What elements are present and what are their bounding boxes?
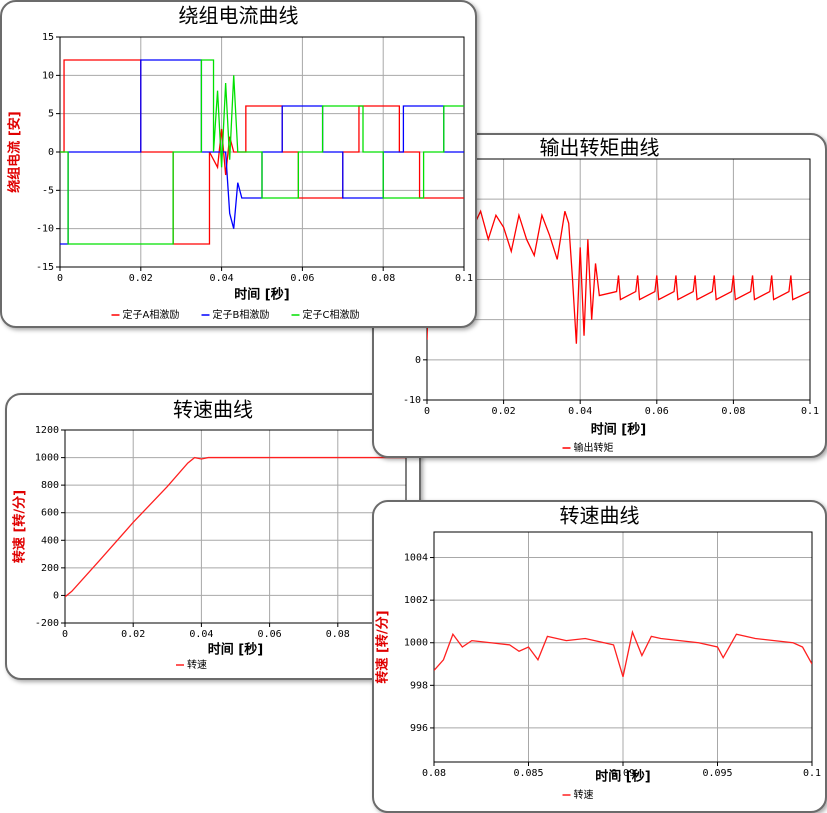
y-tick-label: 1002 — [404, 595, 428, 606]
y-tick-label: -10 — [403, 395, 421, 406]
x-tick-label: 0.08 — [422, 768, 446, 779]
y-axis-label: 转速 [转/分] — [12, 490, 28, 563]
x-axis-label: 时间 [秒] — [595, 769, 650, 785]
y-tick-label: 0 — [48, 147, 54, 158]
x-tick-label: 0.1 — [803, 768, 821, 779]
x-tick-label: 0.04 — [189, 629, 213, 640]
chart-panel: 转速曲线 -200 0 200 400 600 800 1000 1200 0 0.02 0.04 0.… — [5, 393, 421, 680]
x-axis-label: 时间 [秒] — [591, 422, 646, 438]
x-tick-label: 0 — [62, 629, 68, 640]
y-tick-label: -5 — [42, 185, 54, 196]
x-tick-label: 0.095 — [702, 768, 732, 779]
x-tick-label: 0.08 — [326, 629, 350, 640]
data-line — [427, 198, 810, 344]
y-tick-label: 15 — [42, 32, 54, 43]
y-tick-label: 0 — [53, 590, 59, 601]
y-tick-label: 1000 — [404, 638, 428, 649]
y-tick-label: 996 — [410, 723, 428, 734]
y-tick-label: 1004 — [404, 553, 428, 564]
x-axis-label: 时间 [秒] — [208, 642, 263, 658]
chart: 绕组电流曲线 -15 -10 -5 0 5 10 15 0 0.02 0.04 0.06 0.08 0.1… — [7, 4, 474, 322]
x-tick-label: 0.02 — [121, 629, 145, 640]
legend-label: 定子B相激励 — [213, 308, 270, 321]
x-tick-label: 0.04 — [210, 273, 234, 284]
legend-label: 转速 — [187, 658, 207, 671]
y-tick-label: 800 — [41, 480, 59, 491]
y-tick-label: 200 — [41, 563, 59, 574]
plot-frame — [64, 429, 407, 624]
x-axis-label: 时间 [秒] — [234, 287, 289, 303]
y-tick-label: -15 — [36, 262, 54, 273]
x-tick-label: 0.02 — [129, 273, 153, 284]
y-tick-label: 1000 — [35, 453, 59, 464]
y-tick-label: 1200 — [35, 425, 59, 436]
chart-panel: 绕组电流曲线 -15 -10 -5 0 5 10 15 0 0.02 0.04 0.06 0.08 0.1… — [0, 0, 477, 328]
legend-label: 定子C相激励 — [303, 308, 360, 321]
y-tick-label: 5 — [48, 109, 54, 120]
chart: 转速曲线 996 998 1000 1002 1004 0.08 0.085 0.09 0.095… — [375, 504, 822, 802]
chart-title: 绕组电流曲线 — [179, 4, 299, 28]
chart-title: 转速曲线 — [560, 504, 640, 528]
x-tick-label: 0.08 — [371, 273, 395, 284]
x-tick-label: 0.06 — [258, 629, 282, 640]
x-tick-label: 0.08 — [721, 406, 745, 417]
chart-title: 转速曲线 — [173, 398, 253, 422]
x-tick-label: 0.06 — [290, 273, 314, 284]
legend-label: 转速 — [574, 788, 594, 801]
y-axis-label: 绕组电流 [安] — [7, 111, 23, 192]
y-tick-label: 0 — [415, 355, 421, 366]
x-tick-label: 0.04 — [568, 406, 592, 417]
y-tick-label: -200 — [35, 618, 59, 629]
data-line — [434, 629, 812, 677]
data-line — [65, 456, 406, 598]
y-tick-label: -10 — [36, 224, 54, 235]
legend-label: 输出转矩 — [574, 441, 614, 454]
x-tick-label: 0.09 — [611, 768, 635, 779]
x-tick-label: 0 — [57, 273, 63, 284]
x-tick-label: 0.085 — [513, 768, 543, 779]
x-tick-label: 0.1 — [801, 406, 819, 417]
chart-title: 输出转矩曲线 — [540, 136, 660, 160]
plot-frame — [433, 531, 813, 763]
y-tick-label: 10 — [42, 70, 54, 81]
x-tick-label: 0.02 — [492, 406, 516, 417]
y-tick-label: 998 — [410, 680, 428, 691]
y-tick-label: 600 — [41, 508, 59, 519]
data-line — [60, 59, 464, 245]
x-tick-label: 0.06 — [645, 406, 669, 417]
x-tick-label: 0 — [424, 406, 430, 417]
x-tick-label: 0.1 — [455, 273, 473, 284]
legend-label: 定子A相激励 — [123, 308, 180, 321]
y-tick-label: 400 — [41, 535, 59, 546]
y-axis-label: 转速 [转/分] — [375, 610, 391, 683]
chart-panel: 转速曲线 996 998 1000 1002 1004 0.08 0.085 0.09 0.095… — [372, 500, 827, 813]
